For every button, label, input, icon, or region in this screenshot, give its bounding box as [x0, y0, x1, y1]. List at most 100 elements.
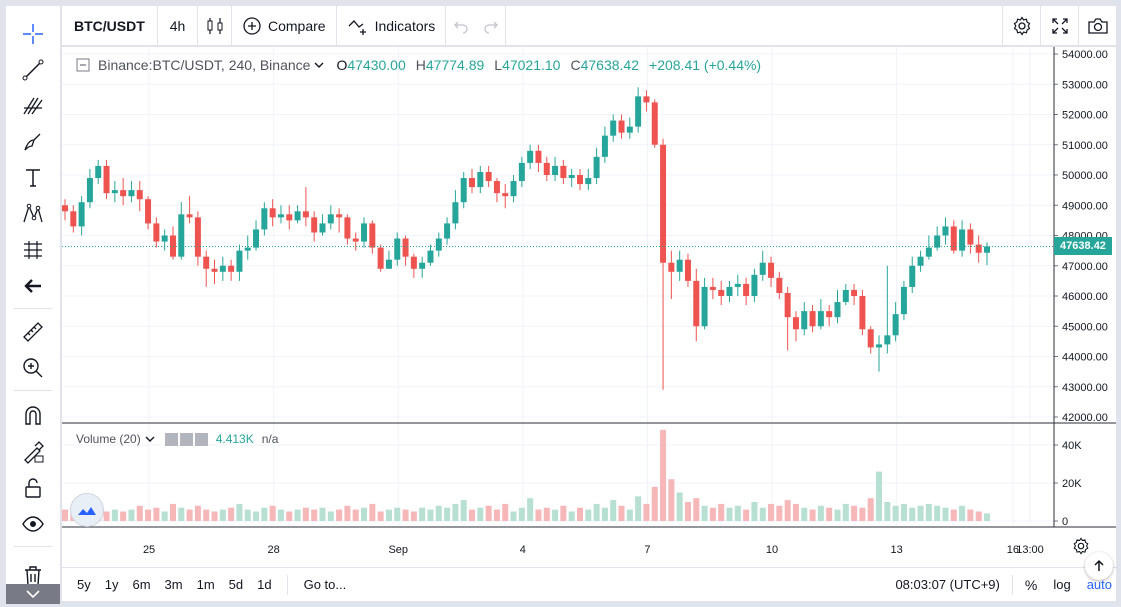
- gear-icon: [1013, 15, 1030, 36]
- compare-button[interactable]: Compare: [232, 5, 337, 46]
- fullscreen-button[interactable]: [1040, 5, 1078, 46]
- candle-body: [734, 283, 741, 287]
- volume-axis-label: 40K: [1062, 440, 1082, 452]
- open-label: O: [336, 57, 348, 73]
- candle-body: [859, 296, 866, 330]
- volume-bar: [942, 507, 949, 521]
- eye-icon[interactable]: [19, 510, 47, 538]
- candle-body: [660, 144, 667, 263]
- last-price-tag: 47638.42: [1054, 237, 1112, 256]
- chevron-down-icon[interactable]: [145, 435, 155, 443]
- zoom-in-icon[interactable]: [19, 354, 47, 382]
- candle-body: [377, 247, 384, 269]
- volume-bar: [967, 509, 974, 521]
- volume-bar: [261, 507, 268, 521]
- candle-body: [668, 262, 675, 272]
- price-axis-label: 51000.00: [1062, 140, 1108, 152]
- candle-body: [984, 246, 990, 253]
- candle-body: [352, 238, 359, 242]
- undo-button[interactable]: [446, 6, 476, 46]
- chevron-down-icon[interactable]: [314, 61, 324, 69]
- text-tool-icon[interactable]: [19, 164, 47, 192]
- visibility-toggle-icon[interactable]: [164, 432, 178, 446]
- symbol-search-button[interactable]: BTC/USDT: [62, 5, 158, 46]
- unlock-icon[interactable]: [19, 474, 47, 502]
- candle-body: [311, 217, 318, 233]
- snapshot-button[interactable]: [1078, 5, 1116, 46]
- trend-line-icon[interactable]: [19, 56, 47, 84]
- candle-body: [743, 283, 750, 296]
- change-value: +208.41 (+0.44%): [649, 57, 762, 73]
- range-button-1d[interactable]: 1d: [257, 577, 272, 592]
- crosshair-icon[interactable]: [19, 20, 47, 48]
- auto-toggle[interactable]: auto: [1086, 577, 1112, 592]
- interval-button[interactable]: 4h: [158, 5, 198, 46]
- indicators-icon: [348, 19, 366, 35]
- candle-body: [502, 193, 509, 197]
- close-value: 47638.42: [580, 57, 640, 73]
- lock-drawing-icon[interactable]: [19, 438, 47, 466]
- volume-bar: [593, 503, 600, 521]
- volume-title[interactable]: Volume (20): [76, 432, 141, 446]
- candle-body: [261, 208, 268, 230]
- percent-toggle[interactable]: %: [1024, 576, 1038, 593]
- ruler-icon[interactable]: [19, 318, 47, 346]
- price-axis-label: 46000.00: [1062, 291, 1108, 303]
- price-chart[interactable]: 54000.00 53000.00 52000.00 51000.00 50000.00…: [62, 47, 1116, 567]
- range-button-6m[interactable]: 6m: [132, 577, 151, 592]
- volume-axis-label: 0: [1062, 516, 1068, 528]
- volume-bar: [975, 511, 982, 521]
- axis-settings-button[interactable]: [1072, 537, 1090, 558]
- candle-body: [219, 265, 226, 272]
- chart-area[interactable]: 54000.00 53000.00 52000.00 51000.00 50000.00…: [62, 47, 1116, 567]
- tradingview-logo[interactable]: [70, 493, 104, 527]
- settings-button[interactable]: [1002, 5, 1040, 46]
- range-button-5y[interactable]: 5y: [77, 577, 91, 592]
- volume-bar: [751, 502, 758, 521]
- pattern-tool-icon[interactable]: [19, 200, 47, 228]
- volume-bar: [302, 507, 309, 521]
- collapse-toolbar-button[interactable]: [6, 584, 60, 604]
- back-arrow-icon[interactable]: [19, 272, 47, 300]
- settings-toggle-icon[interactable]: [179, 432, 193, 446]
- candle-body: [136, 190, 143, 200]
- plus-circle-icon: [243, 16, 261, 35]
- volume-bar: [776, 505, 783, 521]
- scroll-to-realtime-button[interactable]: [1085, 552, 1113, 580]
- log-toggle[interactable]: log: [1053, 577, 1071, 592]
- price-axis-label: 54000.00: [1062, 49, 1108, 61]
- magnet-icon[interactable]: [19, 402, 47, 430]
- price-axis-label: 50000.00: [1062, 170, 1108, 182]
- range-button-1y[interactable]: 1y: [104, 577, 119, 592]
- volume-bar: [336, 509, 343, 521]
- chart-axes: 54000.00 53000.00 52000.00 51000.00 50000.00…: [62, 47, 1116, 556]
- remove-toggle-icon[interactable]: [194, 432, 208, 446]
- candle-body: [709, 286, 716, 290]
- goto-button[interactable]: Go to...: [303, 577, 347, 592]
- candle-body: [618, 120, 625, 133]
- chart-type-button[interactable]: [198, 5, 232, 46]
- toolbar-divider: [14, 390, 52, 391]
- fib-tools-icon[interactable]: [19, 92, 47, 120]
- range-button-3m[interactable]: 3m: [164, 577, 183, 592]
- time-axis-label: 4: [520, 544, 526, 556]
- series-title[interactable]: Binance:BTC/USDT, 240, Binance: [98, 57, 311, 73]
- range-button-1m[interactable]: 1m: [196, 577, 215, 592]
- volume-bar: [369, 503, 376, 521]
- candle-body: [585, 178, 592, 185]
- brush-icon[interactable]: [19, 128, 47, 156]
- redo-button[interactable]: [476, 5, 507, 46]
- indicators-button[interactable]: Indicators: [337, 5, 447, 46]
- collapse-legend-icon[interactable]: [76, 58, 90, 72]
- candle-body: [153, 223, 160, 242]
- clock-display[interactable]: 08:03:07 (UTC+9): [895, 577, 1000, 592]
- undo-icon: [454, 21, 468, 34]
- candle-body: [361, 223, 368, 242]
- volume-bar: [693, 498, 700, 521]
- time-axis-label: 25: [143, 544, 155, 556]
- candle-body: [269, 208, 276, 218]
- prediction-tool-icon[interactable]: [19, 236, 47, 264]
- volume-bar: [867, 498, 874, 521]
- candle-body: [128, 190, 135, 197]
- range-button-5d[interactable]: 5d: [228, 577, 244, 592]
